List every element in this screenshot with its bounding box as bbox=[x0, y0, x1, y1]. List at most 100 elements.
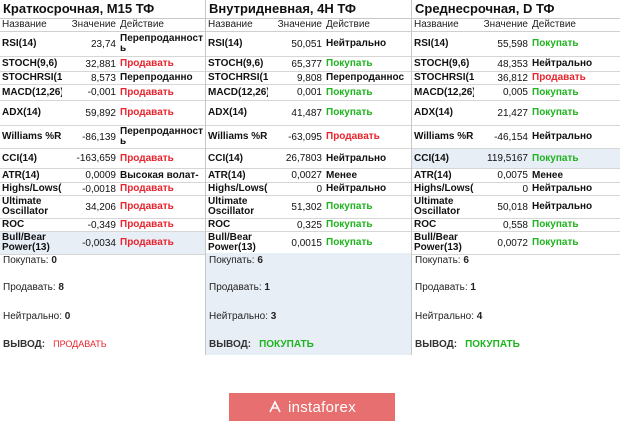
summary-buy-count: 6 bbox=[463, 255, 469, 266]
indicator-value: 65,377 bbox=[291, 58, 322, 70]
indicator-value: -0,349 bbox=[87, 219, 116, 231]
indicator-name: Williams %R bbox=[2, 131, 62, 142]
summary-verdict: ВЫВОД: ПОКУПАТЬ bbox=[415, 339, 520, 350]
indicator-value: 51,302 bbox=[291, 201, 322, 213]
indicator-row: RSI(14) 50,051 Нейтрально bbox=[206, 32, 411, 57]
indicator-value: 0,558 bbox=[502, 219, 528, 231]
header-value: Значение bbox=[71, 19, 116, 30]
summary-sell-label: Продавать: bbox=[415, 282, 468, 293]
indicator-name: RSI(14) bbox=[414, 38, 449, 49]
summary-sell: Продавать: 8 bbox=[3, 282, 64, 293]
indicator-row: STOCHRSI(14) 36,812 Продавать bbox=[412, 72, 620, 85]
indicator-row: RSI(14) 23,74 Перепроданность bbox=[0, 32, 205, 57]
indicator-name: ATR(14) bbox=[208, 169, 246, 181]
indicator-value: 0,325 bbox=[296, 219, 322, 231]
indicator-name: STOCH(9,6) bbox=[414, 58, 470, 69]
header-action: Действие bbox=[120, 19, 164, 30]
indicator-value: -163,659 bbox=[76, 153, 116, 164]
summary-buy-label: Покупать: bbox=[3, 255, 49, 266]
panel-title: Краткосрочная, M15 ТФ bbox=[0, 0, 205, 19]
header-name: Название bbox=[2, 19, 47, 30]
indicator-name: STOCH(9,6) bbox=[2, 58, 58, 69]
instaforex-banner[interactable]: instaforex bbox=[229, 393, 395, 421]
indicator-name: Highs/Lows(14 bbox=[414, 183, 474, 194]
indicator-row: Bull/Bear Power(13) 0,0015 Покупать bbox=[206, 232, 411, 255]
panel-summary: Покупать: 6 Продавать: 1 Нейтрально: 3 ВЫВО… bbox=[206, 253, 411, 355]
indicator-action: Нейтрально bbox=[532, 201, 593, 212]
indicator-action: Покупать bbox=[326, 237, 373, 248]
indicator-row: Bull/Bear Power(13) -0,0034 Продавать bbox=[0, 232, 205, 255]
panel-1: Краткосрочная, M15 ТФ Название Значение Дей… bbox=[0, 0, 206, 355]
indicator-action: Продавать bbox=[326, 131, 380, 142]
indicator-action: Перепроданно bbox=[120, 72, 193, 83]
indicator-value: 50,051 bbox=[291, 38, 322, 50]
indicator-row: STOCH(9,6) 65,377 Покупать bbox=[206, 57, 411, 72]
indicator-action: Нейтрально bbox=[326, 183, 387, 194]
indicator-action: Продавать bbox=[532, 72, 586, 83]
indicator-action: Покупать bbox=[532, 152, 579, 164]
indicator-name: ROC bbox=[208, 219, 231, 230]
indicator-name: Bull/Bear Power(13) bbox=[2, 232, 50, 253]
summary-buy-label: Покупать: bbox=[209, 255, 255, 266]
summary-verdict: ВЫВОД: ПОКУПАТЬ bbox=[209, 339, 314, 350]
summary-sell-label: Продавать: bbox=[209, 282, 262, 293]
indicator-action: Покупать bbox=[532, 237, 579, 248]
panel-summary: Покупать: 6 Продавать: 1 Нейтрально: 4 ВЫВО… bbox=[412, 253, 620, 355]
indicator-row: ATR(14) 0,0075 Менее bbox=[412, 169, 620, 183]
summary-buy: Покупать: 6 bbox=[415, 255, 469, 266]
indicator-row: ROC 0,558 Покупать bbox=[412, 219, 620, 232]
indicator-name: MACD(12,26) bbox=[414, 86, 474, 98]
indicator-name: CCI(14) bbox=[2, 152, 38, 164]
indicator-value: 26,7803 bbox=[285, 153, 322, 164]
indicator-row: CCI(14) 26,7803 Нейтрально bbox=[206, 149, 411, 169]
indicator-value: 8,573 bbox=[90, 72, 116, 84]
indicator-value: 0,0075 bbox=[497, 170, 528, 181]
indicator-action: Продавать bbox=[120, 58, 174, 69]
indicator-name: ADX(14) bbox=[208, 107, 247, 118]
indicator-name: CCI(14) bbox=[208, 152, 244, 164]
indicator-value: 0,001 bbox=[296, 87, 322, 98]
instaforex-logo-icon bbox=[269, 400, 281, 413]
summary-neutral-label: Нейтрально: bbox=[209, 311, 268, 322]
summary-sell-count: 1 bbox=[470, 282, 476, 293]
indicator-action: Покупать bbox=[532, 38, 579, 49]
indicator-name: ROC bbox=[414, 219, 437, 230]
summary-sell: Продавать: 1 bbox=[415, 282, 476, 293]
brand-label: instaforex bbox=[287, 398, 357, 416]
indicator-name: STOCHRSI(14) bbox=[2, 72, 62, 83]
indicator-value: 21,427 bbox=[497, 107, 528, 119]
indicator-action: Продавать bbox=[120, 219, 174, 230]
indicator-name: ADX(14) bbox=[414, 107, 453, 118]
indicator-name: ATR(14) bbox=[2, 169, 40, 181]
summary-neutral: Нейтрально: 4 bbox=[415, 311, 482, 322]
indicator-value: 41,487 bbox=[291, 107, 322, 119]
indicator-name: Ultimate Oscillator bbox=[2, 196, 49, 217]
indicator-value: 48,353 bbox=[497, 58, 528, 70]
summary-buy-count: 6 bbox=[257, 255, 263, 266]
summary-sell-count: 1 bbox=[264, 282, 270, 293]
indicator-row: ATR(14) 0,0009 Высокая волат- bbox=[0, 169, 205, 183]
summary-buy-count: 0 bbox=[51, 255, 57, 266]
indicator-name: CCI(14) bbox=[414, 152, 450, 164]
indicator-name: RSI(14) bbox=[208, 38, 243, 49]
indicator-name: Ultimate Oscillator bbox=[208, 196, 255, 217]
indicator-value: 0,0027 bbox=[291, 170, 322, 181]
indicator-value: 0,005 bbox=[502, 87, 528, 98]
indicator-row: CCI(14) 119,5167 Покупать bbox=[412, 149, 620, 169]
indicator-action: Покупать bbox=[326, 201, 373, 212]
indicator-name: ROC bbox=[2, 219, 25, 230]
indicator-name: Highs/Lows(14 bbox=[2, 183, 62, 194]
indicator-row: STOCHRSI(14) 8,573 Перепроданно bbox=[0, 72, 205, 85]
verdict-label: ВЫВОД: bbox=[3, 339, 46, 350]
indicator-value: -0,0034 bbox=[82, 237, 116, 249]
summary-sell: Продавать: 1 bbox=[209, 282, 270, 293]
indicator-action: Перепроданность bbox=[120, 126, 203, 147]
indicator-row: STOCHRSI(1 9,808 Перепроданнос bbox=[206, 72, 411, 85]
indicator-row: STOCH(9,6) 48,353 Нейтрально bbox=[412, 57, 620, 72]
indicator-row: Highs/Lows(14 0 Нейтрально bbox=[412, 183, 620, 196]
indicator-value: 59,892 bbox=[85, 107, 116, 119]
summary-verdict: ВЫВОД: ПРОДАВАТЬ bbox=[3, 339, 107, 350]
summary-buy-label: Покупать: bbox=[415, 255, 461, 266]
panel-3: Среднесрочная, D ТФ Название Значение Дейст… bbox=[412, 0, 620, 355]
indicator-action: Перепроданнос bbox=[326, 72, 405, 83]
